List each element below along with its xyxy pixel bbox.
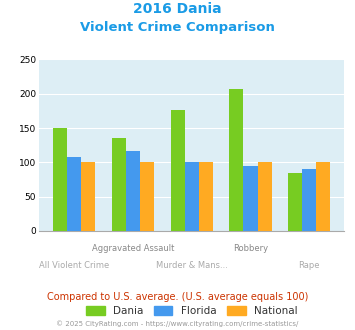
Bar — [140, 162, 154, 231]
Bar — [53, 128, 67, 231]
Text: All Violent Crime: All Violent Crime — [39, 261, 109, 270]
Bar — [288, 173, 302, 231]
Text: 2016 Dania: 2016 Dania — [133, 2, 222, 16]
Bar — [258, 162, 272, 231]
Text: Aggravated Assault: Aggravated Assault — [92, 244, 174, 253]
Text: Murder & Mans...: Murder & Mans... — [156, 261, 228, 270]
Bar — [67, 157, 81, 231]
Text: Rape: Rape — [299, 261, 320, 270]
Bar — [81, 162, 95, 231]
Bar — [126, 151, 140, 231]
Text: Violent Crime Comparison: Violent Crime Comparison — [80, 21, 275, 34]
Legend: Dania, Florida, National: Dania, Florida, National — [82, 302, 302, 320]
Bar — [112, 138, 126, 231]
Bar — [229, 89, 244, 231]
Text: Compared to U.S. average. (U.S. average equals 100): Compared to U.S. average. (U.S. average … — [47, 292, 308, 302]
Text: Robbery: Robbery — [233, 244, 268, 253]
Bar — [170, 110, 185, 231]
Bar — [302, 169, 316, 231]
Bar — [185, 162, 199, 231]
Bar — [244, 166, 258, 231]
Bar — [199, 162, 213, 231]
Text: © 2025 CityRating.com - https://www.cityrating.com/crime-statistics/: © 2025 CityRating.com - https://www.city… — [56, 320, 299, 327]
Bar — [316, 162, 331, 231]
